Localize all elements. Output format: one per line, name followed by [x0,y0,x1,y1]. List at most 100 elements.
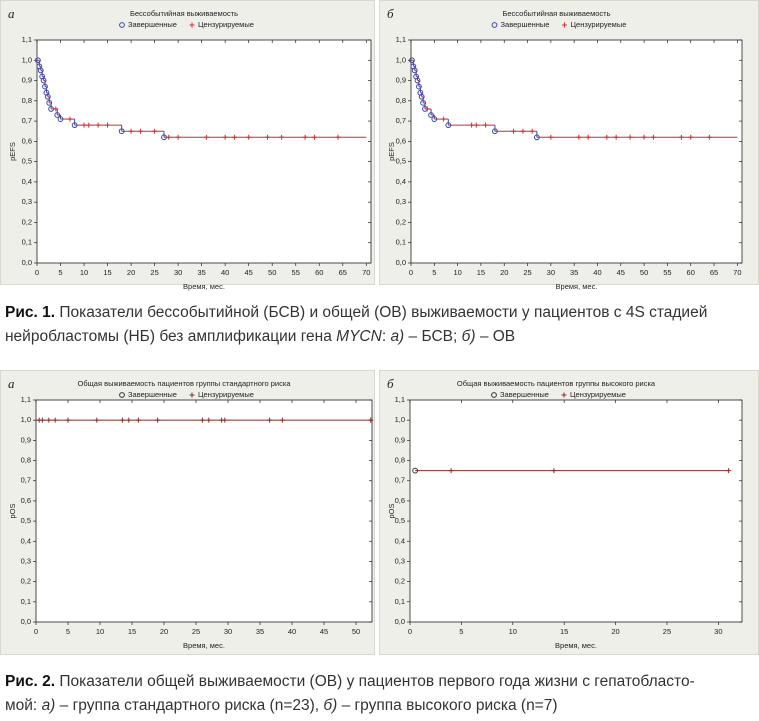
censor-marker [613,134,619,140]
y-tick-label: 1,1 [21,395,31,404]
chart-panel: б Общая выживаемость пациентов группы выс… [379,370,759,655]
event-marker [428,112,434,118]
plot-area [36,39,372,264]
censor-marker [119,417,125,423]
x-tick-label: 20 [160,627,168,636]
y-axis-label: pEFS [8,142,17,161]
y-tick-label: 0,2 [22,217,32,226]
chart-title: Бессобытийная выживаемость [502,9,610,18]
y-tick-label: 0,5 [395,516,405,525]
y-tick-label: 0,4 [396,177,406,186]
y-tick-label: 1,1 [395,395,405,404]
censor-marker [52,417,58,423]
event-marker [420,99,427,106]
caption-text: мой: [5,697,42,714]
censor-marker [576,134,582,140]
x-tick-label: 10 [96,627,104,636]
legend-label: Завершенные [128,390,177,399]
censor-marker [279,134,285,140]
censor-marker [166,134,172,140]
caption-text: б) [323,697,337,714]
caption-line: Рис. 2. Показатели общей выживаемости (О… [5,673,695,690]
censor-marker [199,417,205,423]
caption-text: Рис. 1. [5,304,55,321]
censor-marker [641,134,647,140]
chart-panel: а Бессобытийная выживаемость Завершенные Це… [0,0,375,291]
y-tick-label: 0,9 [396,76,406,85]
legend-marker [119,392,125,398]
event-marker [57,116,64,122]
censor-marker [135,417,141,423]
x-tick-label: 55 [292,268,300,277]
legend-label: Завершенные [500,390,549,399]
censor-marker [267,417,273,423]
censor-marker [152,128,158,134]
x-tick-label: 40 [288,627,296,636]
x-axis-label: Время, мес. [556,282,598,291]
legend-marker [491,22,498,28]
caption-text: Рис. 2. [5,673,55,690]
y-tick-label: 1,0 [395,415,405,424]
censor-marker [335,134,341,140]
y-tick-label: 0,6 [396,136,406,145]
y-tick-label: 0,8 [22,96,32,105]
y-tick-label: 0,2 [396,217,406,226]
x-tick-label: 50 [268,268,276,277]
censor-marker [688,134,694,140]
x-tick-label: 25 [192,627,200,636]
censor-marker [279,417,285,423]
x-tick-label: 50 [640,268,648,277]
x-axis-label: Время, мес. [183,641,225,650]
legend-marker [561,392,567,398]
x-tick-label: 70 [362,268,370,277]
event-marker [431,116,438,122]
x-tick-label: 5 [459,627,463,636]
y-axis-label: pOS [387,503,396,518]
event-marker [445,122,452,129]
event-marker [412,467,419,474]
x-tick-label: 35 [570,268,578,277]
censor-marker [46,417,52,423]
x-tick-label: 50 [352,627,360,636]
caption-text: – группа высокого риска (n=7) [337,697,557,714]
x-tick-label: 5 [58,268,62,277]
event-marker [46,99,53,106]
y-tick-label: 0,7 [395,476,405,485]
legend-label: Цензурируемые [570,390,626,399]
x-tick-label: 25 [663,627,671,636]
x-tick-label: 60 [687,268,695,277]
y-tick-label: 0,0 [395,617,405,626]
censor-marker [137,128,143,134]
censor-marker [511,128,517,134]
y-tick-label: 0,4 [22,177,32,186]
legend-label: Завершенные [128,20,177,29]
censor-marker [265,134,271,140]
censor-marker [67,116,73,122]
censor-marker [441,116,447,122]
legend-label: Цензурируемые [571,20,627,29]
y-tick-label: 0,7 [22,116,32,125]
censor-marker [222,134,228,140]
legend-marker [491,392,497,398]
censor-marker [232,134,238,140]
y-tick-label: 0,8 [396,96,406,105]
y-tick-label: 0,7 [396,116,406,125]
censor-marker [94,417,100,423]
y-tick-label: 1,1 [22,35,32,44]
x-tick-label: 20 [500,268,508,277]
censor-marker [548,134,554,140]
x-tick-label: 35 [256,627,264,636]
censor-marker [65,417,71,423]
chart-title: Общая выживаемость пациентов группы стан… [77,379,291,388]
x-tick-label: 10 [453,268,461,277]
event-marker [414,77,421,84]
y-tick-label: 0,1 [396,238,406,247]
chart-title: Бессобытийная выживаемость [130,9,238,18]
legend-label: Цензурируемые [198,20,254,29]
panel-label: б [387,6,394,21]
event-marker [44,93,51,100]
legend-marker [562,22,567,28]
event-marker [411,67,418,74]
y-tick-label: 0,5 [396,157,406,166]
